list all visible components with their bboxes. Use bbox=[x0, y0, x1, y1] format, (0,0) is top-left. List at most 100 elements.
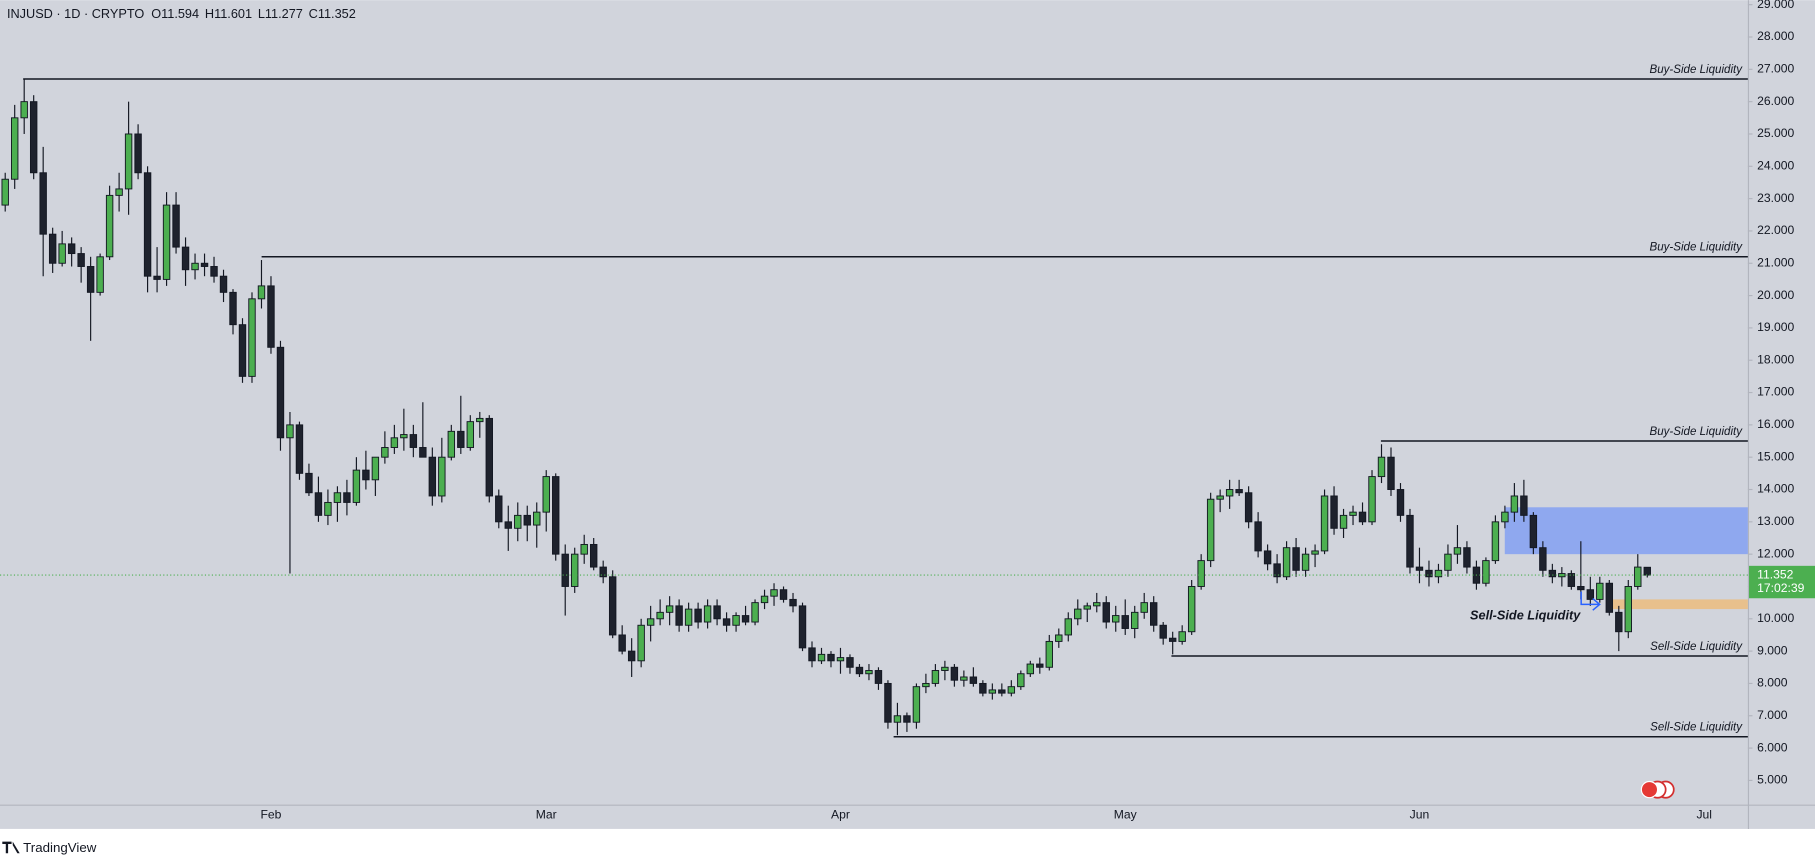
candle-body-up bbox=[960, 676, 968, 681]
candle-body-down bbox=[1330, 495, 1338, 529]
y-tick-label: 29.000 bbox=[1757, 0, 1794, 11]
candle-body-up bbox=[1131, 611, 1139, 629]
candle-body-down bbox=[200, 262, 209, 267]
candle-body-up bbox=[1093, 602, 1101, 607]
candle-body-up bbox=[96, 256, 104, 293]
candle-body-down bbox=[238, 324, 247, 377]
candle-body-up bbox=[390, 437, 399, 448]
x-tick-label: Jun bbox=[1410, 807, 1430, 821]
candle-body-down bbox=[903, 715, 911, 723]
candle-body-up bbox=[684, 608, 693, 626]
candle-body-down bbox=[314, 492, 323, 516]
candle-body-down bbox=[362, 469, 370, 481]
candle-body-down bbox=[77, 253, 85, 267]
candle-body-down bbox=[874, 670, 883, 684]
candle-body-down bbox=[1102, 602, 1110, 623]
candle-body-up bbox=[105, 194, 114, 258]
candle-body-up bbox=[447, 430, 456, 458]
candle-body-up bbox=[1064, 618, 1072, 636]
y-tick-label: 25.000 bbox=[1757, 126, 1794, 140]
candle-body-up bbox=[248, 298, 256, 377]
y-tick-label: 8.000 bbox=[1757, 676, 1788, 690]
candle-body-up bbox=[371, 456, 380, 481]
zones bbox=[1504, 507, 1748, 610]
symbol: INJUSD · 1D · CRYPTO bbox=[7, 7, 144, 22]
candle-body-up bbox=[1453, 547, 1462, 555]
y-tick-label: 16.000 bbox=[1757, 417, 1794, 431]
candle-body-up bbox=[438, 456, 446, 497]
candle-body-up bbox=[542, 476, 550, 513]
candle-body-up bbox=[571, 553, 579, 587]
candle-body-up bbox=[1510, 495, 1519, 513]
ohlc-prefix: O bbox=[151, 7, 161, 22]
level-label: Buy-Side Liquidity bbox=[1650, 242, 1744, 254]
y-tick-label: 23.000 bbox=[1757, 191, 1794, 205]
candle-body-up bbox=[770, 589, 778, 597]
levels: Buy-Side Liquidity Buy-Side Liquidity Buy-… bbox=[23, 64, 1748, 738]
candle-body-up bbox=[751, 602, 759, 623]
footer-background bbox=[0, 828, 1815, 865]
candle-body-down bbox=[694, 608, 702, 623]
candle-body-down bbox=[295, 424, 304, 474]
level-label: Buy-Side Liquidity bbox=[1650, 64, 1744, 76]
candle-body-up bbox=[324, 501, 332, 516]
candle-body-down bbox=[67, 243, 76, 255]
candle-body-down bbox=[1539, 547, 1547, 571]
candle-body-up bbox=[1339, 514, 1348, 529]
candle-body-down bbox=[1254, 521, 1262, 552]
candle-body-up bbox=[580, 543, 588, 555]
y-tick-label: 6.000 bbox=[1757, 740, 1788, 754]
y-tick-label: 21.000 bbox=[1757, 255, 1794, 269]
candle-body-up bbox=[1491, 521, 1500, 562]
candle-body-down bbox=[1605, 582, 1614, 613]
candle-body-up bbox=[1007, 686, 1016, 694]
candle-body-down bbox=[779, 589, 788, 600]
x-tick-label: Feb bbox=[261, 807, 282, 821]
candle-body-up bbox=[1206, 498, 1215, 562]
candle-body-down bbox=[846, 657, 854, 668]
candle-body-down bbox=[1396, 489, 1405, 516]
candle-body-down bbox=[485, 417, 493, 497]
candle-body-down bbox=[1168, 637, 1177, 642]
candle-body-down bbox=[48, 233, 57, 264]
y-tick-label: 18.000 bbox=[1757, 352, 1794, 366]
candle-body-up bbox=[352, 469, 361, 503]
annotation: Sell-Side Liquidity bbox=[1470, 607, 1581, 622]
brand-logo bbox=[2, 841, 20, 854]
candle-body-down bbox=[1121, 615, 1129, 629]
candle-body-down bbox=[419, 447, 427, 458]
candle-body-down bbox=[181, 246, 190, 271]
candle-body-up bbox=[1112, 615, 1120, 623]
candle-body-up bbox=[1026, 663, 1035, 675]
candle-body-down bbox=[561, 553, 569, 587]
candle-body-down bbox=[1586, 589, 1595, 600]
candle-body-up bbox=[1349, 511, 1357, 516]
ohlc-value: 11.352 bbox=[318, 7, 356, 22]
ohlc-value: 11.601 bbox=[214, 7, 252, 22]
y-tick-label: 17.000 bbox=[1757, 385, 1794, 399]
y-tick-label: 14.000 bbox=[1757, 482, 1794, 496]
candle-body-up bbox=[703, 605, 712, 623]
candle-body-up bbox=[656, 611, 664, 620]
zone bbox=[1504, 507, 1748, 555]
level-label: Sell-Side Liquidity bbox=[1650, 641, 1743, 653]
candle-body-down bbox=[827, 653, 835, 662]
candle-body-down bbox=[219, 275, 228, 293]
candle-body-up bbox=[646, 618, 655, 626]
x-tick-label: Apr bbox=[831, 807, 850, 821]
candle-body-up bbox=[732, 615, 740, 626]
candle-body-down bbox=[998, 689, 1006, 694]
candle-body-down bbox=[134, 133, 142, 174]
candle-body-down bbox=[457, 430, 465, 448]
candle-body-up bbox=[58, 243, 66, 264]
candle-body-up bbox=[1320, 495, 1329, 552]
last-price-box bbox=[1749, 565, 1815, 599]
candle-body-up bbox=[1596, 582, 1604, 600]
candle-body-down bbox=[1159, 624, 1167, 639]
candle-body-down bbox=[172, 204, 180, 248]
candle-body-up bbox=[1368, 476, 1376, 523]
candle-body-down bbox=[808, 647, 816, 662]
candle-body-down bbox=[210, 266, 218, 277]
candle-body-down bbox=[523, 514, 531, 526]
